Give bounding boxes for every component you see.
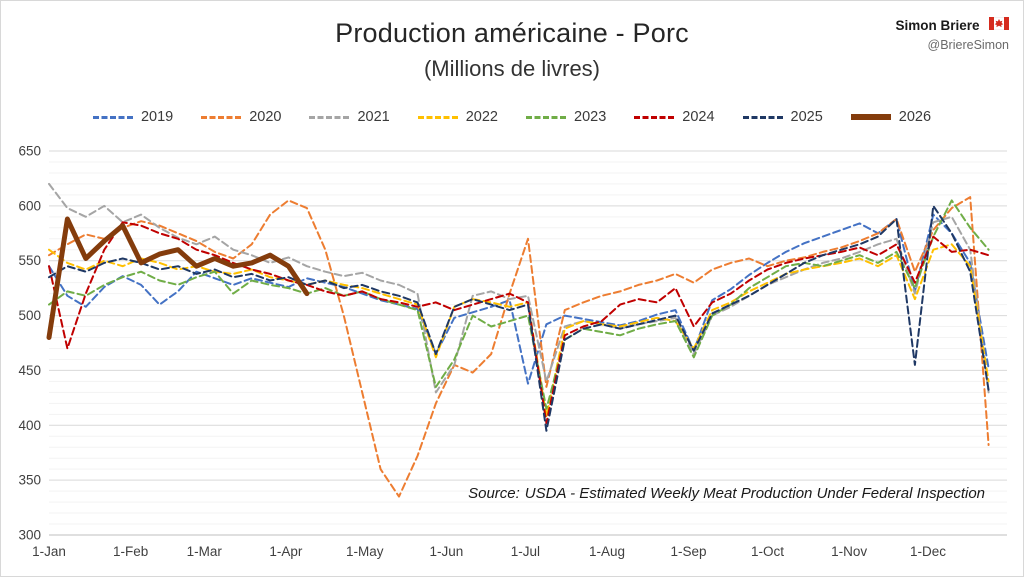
y-axis-label: 600 bbox=[18, 198, 41, 213]
y-axis-label: 400 bbox=[18, 418, 41, 433]
series-line-2025 bbox=[48, 204, 990, 432]
y-axis-label: 450 bbox=[18, 363, 41, 378]
legend-item-2022: 2022 bbox=[417, 109, 498, 125]
legend-label-2020: 2020 bbox=[249, 109, 282, 125]
legend-label-2026: 2026 bbox=[898, 109, 932, 125]
legend-item-2021: 2021 bbox=[309, 109, 390, 125]
series-line-2020 bbox=[48, 196, 990, 498]
legend-swatch-2026 bbox=[850, 114, 891, 120]
chart-title: Production américaine - Porc bbox=[335, 18, 689, 48]
x-axis-label: 1-Jan bbox=[32, 544, 66, 559]
series-line-2023 bbox=[48, 199, 990, 410]
y-axis-label: 350 bbox=[18, 473, 41, 488]
series-line-2021 bbox=[48, 182, 990, 394]
legend-swatch-2020 bbox=[201, 115, 242, 119]
legend-swatch-2024 bbox=[634, 115, 675, 119]
source-text: USDA - Estimated Weekly Meat Production … bbox=[524, 485, 985, 502]
x-axis-label: 1-Jul bbox=[511, 544, 540, 559]
x-axis-label: 1-Mar bbox=[187, 544, 223, 559]
x-axis-label: 1-Sep bbox=[670, 544, 706, 559]
chart-legend: 2019 2020 2021 2022 2023 2024 2025 2026 bbox=[1, 109, 1023, 125]
author-handle: @BriereSimon bbox=[927, 37, 1009, 52]
x-axis-label: 1-Oct bbox=[751, 544, 784, 559]
series-line-2024 bbox=[48, 221, 990, 425]
x-axis-label: 1-Dec bbox=[910, 544, 946, 559]
chart-subtitle: (Millions de livres) bbox=[423, 55, 601, 81]
series-line-2026 bbox=[46, 216, 310, 340]
y-axis-label: 650 bbox=[18, 144, 41, 159]
y-axis-label: 550 bbox=[18, 253, 41, 268]
legend-label-2025: 2025 bbox=[790, 109, 823, 125]
attribution: Simon Briere @BriereSimon bbox=[895, 15, 1010, 54]
legend-label-2024: 2024 bbox=[682, 109, 715, 125]
legend-swatch-2022 bbox=[417, 115, 458, 119]
legend-swatch-2021 bbox=[309, 115, 350, 119]
y-axis-label: 500 bbox=[18, 308, 41, 323]
canada-flag-icon bbox=[988, 15, 1010, 37]
legend-label-2021: 2021 bbox=[357, 109, 390, 125]
legend-item-2020: 2020 bbox=[201, 109, 281, 125]
x-axis-label: 1-Apr bbox=[269, 544, 303, 559]
legend-label-2023: 2023 bbox=[574, 109, 607, 125]
legend-swatch-2025 bbox=[742, 115, 783, 119]
source-note: Source: USDA - Estimated Weekly Meat Prod… bbox=[468, 485, 985, 502]
legend-swatch-2019 bbox=[92, 115, 133, 119]
legend-label-2022: 2022 bbox=[465, 109, 498, 125]
legend-item-2023: 2023 bbox=[526, 109, 606, 125]
y-axis-label: 300 bbox=[18, 528, 41, 543]
legend-item-2026: 2026 bbox=[850, 109, 932, 125]
legend-swatch-2023 bbox=[526, 115, 566, 119]
x-axis-label: 1-Feb bbox=[113, 544, 148, 559]
x-axis-label: 1-Jun bbox=[429, 544, 463, 559]
legend-item-2025: 2025 bbox=[742, 109, 823, 125]
title-block: Production américaine - Porc (Millions d… bbox=[1, 17, 1023, 82]
x-axis-label: 1-Aug bbox=[589, 544, 625, 559]
legend-item-2024: 2024 bbox=[634, 109, 715, 125]
series-line-2022 bbox=[48, 243, 990, 418]
legend-label-2019: 2019 bbox=[140, 109, 174, 125]
x-axis-label: 1-May bbox=[346, 544, 384, 559]
x-axis-label: 1-Nov bbox=[831, 544, 867, 559]
source-label: Source: bbox=[468, 485, 520, 502]
legend-item-2019: 2019 bbox=[92, 109, 174, 125]
author-name: Simon Briere bbox=[895, 17, 980, 33]
